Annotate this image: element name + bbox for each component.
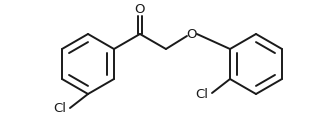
Text: Cl: Cl [195,87,209,100]
Text: O: O [135,2,145,15]
Text: O: O [187,27,197,40]
Text: Cl: Cl [53,103,67,116]
